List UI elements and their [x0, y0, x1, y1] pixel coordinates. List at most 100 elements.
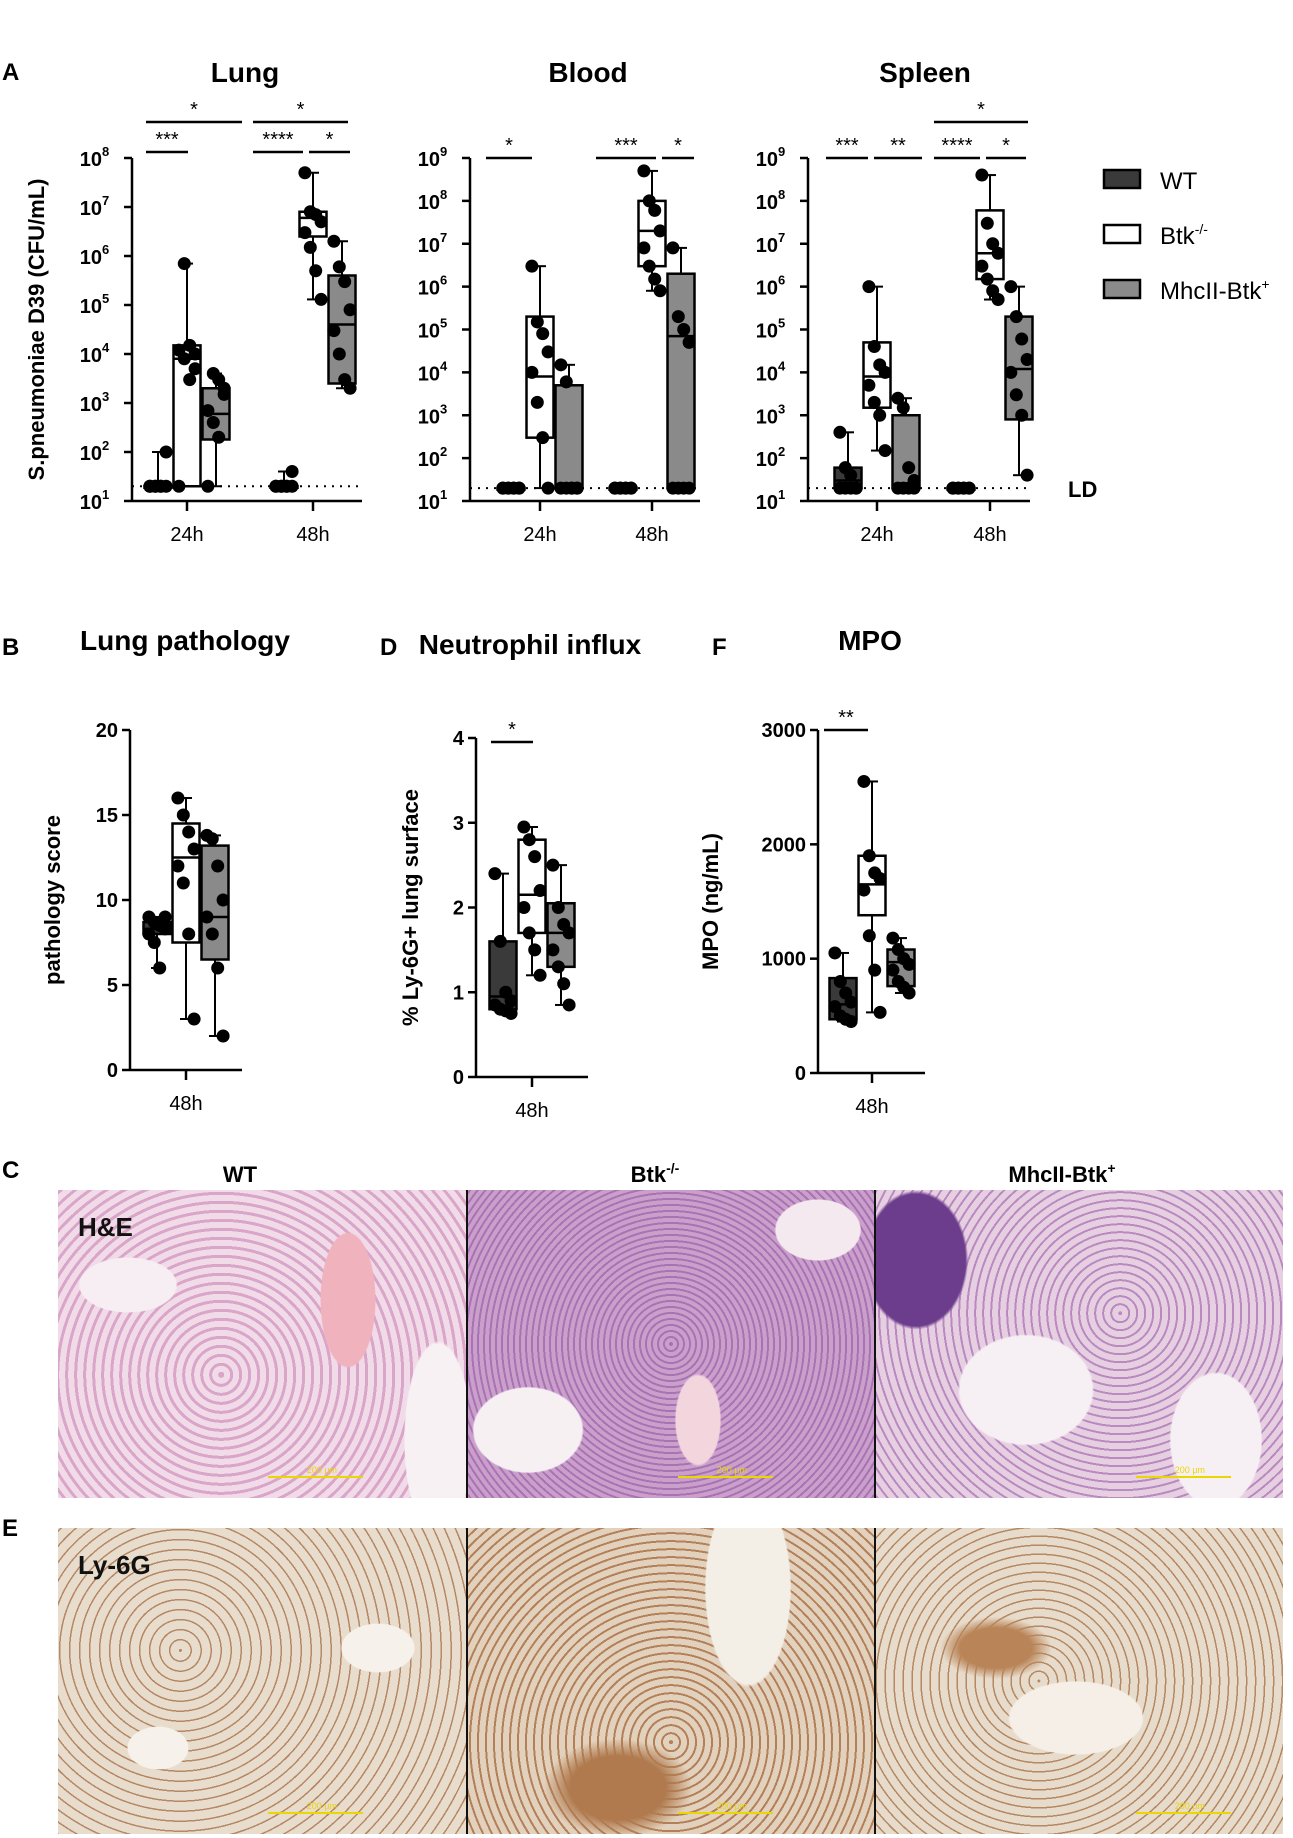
- y-tick-label: 10: [756, 278, 778, 300]
- y-tick-label: 5: [107, 975, 118, 997]
- box-wt: [496, 481, 526, 495]
- data-point: [867, 395, 881, 409]
- data-point: [177, 352, 191, 366]
- data-point: [171, 791, 185, 805]
- scalebar-text-he-btk: 200 µm: [716, 1465, 747, 1475]
- data-point: [187, 842, 201, 856]
- he-image-btk: [468, 1190, 874, 1498]
- data-point: [1009, 310, 1023, 324]
- data-point: [975, 168, 989, 182]
- data-point: [857, 774, 871, 788]
- box-rect: [554, 384, 584, 490]
- panel-letter-c: C: [2, 1157, 19, 1184]
- chart-title: Blood: [548, 57, 627, 88]
- data-point: [648, 272, 662, 286]
- data-point: [1004, 365, 1018, 379]
- significance-label: **: [890, 135, 906, 157]
- y-tick-exponent: 2: [778, 444, 785, 459]
- x-tick-label: 24h: [860, 524, 893, 546]
- significance-label: *: [297, 99, 305, 121]
- data-point: [517, 820, 531, 834]
- data-point: [528, 850, 542, 864]
- legend-superscript: -/-: [1195, 221, 1209, 237]
- data-point: [1009, 388, 1023, 402]
- data-point: [183, 373, 197, 387]
- ly6g-micrograph-row: Ly-6G 200 µm 200 µm 200 µm: [58, 1528, 1283, 1834]
- panel-letter-d: D: [380, 634, 397, 661]
- y-tick-label: 4: [453, 728, 465, 750]
- legend-label: MhcII-Btk+: [1160, 276, 1270, 305]
- data-point: [493, 934, 507, 948]
- data-point: [327, 324, 341, 338]
- significance-label: ***: [614, 135, 638, 157]
- data-point: [332, 347, 346, 361]
- data-point: [298, 226, 312, 240]
- data-point: [886, 963, 900, 977]
- data-point: [833, 425, 847, 439]
- scalebar-he-btk: [678, 1476, 773, 1478]
- y-tick-label: 10: [418, 449, 440, 471]
- data-point: [314, 292, 328, 306]
- y-tick-label: 1: [453, 982, 464, 1004]
- box-wt: [488, 867, 518, 1020]
- data-point: [642, 194, 656, 208]
- box-btk: [171, 791, 201, 1026]
- y-tick-exponent: 8: [440, 187, 447, 202]
- data-point: [1004, 280, 1018, 294]
- legend: WT Btk-/- MhcII-Btk+: [1102, 168, 1270, 305]
- x-tick-label: 48h: [296, 524, 329, 546]
- data-point: [158, 910, 172, 924]
- data-point: [862, 929, 876, 943]
- data-point: [212, 430, 226, 444]
- panel-letter-f: F: [712, 634, 727, 661]
- y-tick-exponent: 2: [440, 444, 447, 459]
- box-mhciibtk: [546, 858, 576, 1012]
- y-tick-exponent: 5: [778, 316, 785, 331]
- significance-label: *: [674, 135, 682, 157]
- data-point: [536, 327, 550, 341]
- data-point: [171, 859, 185, 873]
- scalebar-he-mhc: [1136, 1476, 1231, 1478]
- y-tick-label: 3: [453, 813, 464, 835]
- y-tick-exponent: 7: [440, 230, 447, 245]
- data-point: [554, 358, 568, 372]
- x-tick-label: 48h: [169, 1093, 202, 1115]
- scalebar-text-ly6g-btk: 200 µm: [716, 1801, 747, 1811]
- data-point: [873, 872, 887, 886]
- y-tick-label: 10: [418, 492, 440, 514]
- box-mhciibtk: [666, 241, 696, 495]
- significance-label: *: [1002, 135, 1010, 157]
- panel-letters: A B D F C E WT Btk-/- MhcII-Btk+: [2, 59, 1116, 1542]
- data-point: [975, 259, 989, 273]
- scalebar-text-ly6g-wt: 200 µm: [306, 1801, 337, 1811]
- significance-label: **: [838, 707, 854, 729]
- y-tick-exponent: 1: [778, 487, 785, 502]
- data-point: [844, 468, 858, 482]
- data-point: [172, 479, 186, 493]
- data-point: [902, 986, 916, 1000]
- data-point: [201, 404, 215, 418]
- data-point: [206, 415, 220, 429]
- y-tick-exponent: 5: [440, 316, 447, 331]
- data-point: [205, 927, 219, 941]
- y-tick-label: 10: [756, 235, 778, 257]
- data-point: [551, 901, 565, 914]
- data-point: [522, 926, 536, 940]
- data-point: [828, 946, 842, 960]
- y-axis-label: % Ly-6G+ lung surface: [398, 789, 423, 1026]
- scalebar-ly6g-wt: [268, 1812, 363, 1814]
- data-point: [991, 246, 1005, 260]
- data-point: [200, 910, 214, 924]
- data-point: [624, 481, 638, 495]
- x-tick-label: 48h: [855, 1096, 888, 1118]
- box-mhciibtk: [891, 391, 921, 495]
- y-tick-label: 10: [80, 149, 102, 171]
- data-point: [159, 445, 173, 459]
- data-point: [541, 481, 555, 495]
- box-mhciibtk: [554, 358, 584, 495]
- x-tick-label: 48h: [515, 1100, 548, 1122]
- box-mhciibtk: [1004, 280, 1034, 482]
- significance-label: *: [326, 129, 334, 151]
